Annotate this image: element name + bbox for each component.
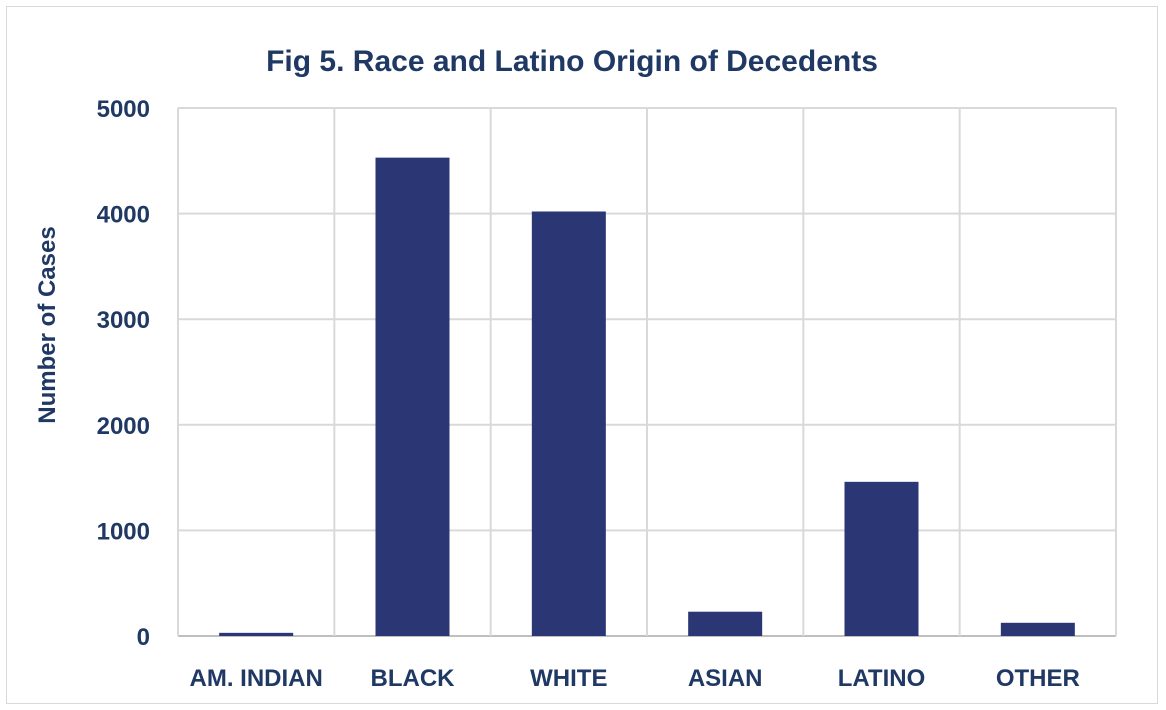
bar-other bbox=[1000, 622, 1075, 636]
x-tick-label: OTHER bbox=[996, 665, 1080, 692]
bar-white bbox=[531, 211, 606, 636]
x-tick-label: LATINO bbox=[838, 665, 926, 692]
y-tick-label: 2000 bbox=[97, 413, 150, 440]
y-tick-label: 5000 bbox=[97, 96, 150, 123]
bar-am-indian bbox=[219, 632, 294, 636]
bar-asian bbox=[688, 611, 763, 636]
x-tick-label: WHITE bbox=[530, 665, 607, 692]
grid-layer bbox=[177, 107, 1117, 637]
x-tick-label: AM. INDIAN bbox=[190, 665, 323, 692]
x-tick-label: ASIAN bbox=[688, 665, 763, 692]
chart-title: Fig 5. Race and Latino Origin of Deceden… bbox=[266, 45, 878, 78]
y-tick-label: 0 bbox=[137, 624, 150, 651]
y-tick-label: 4000 bbox=[97, 202, 150, 229]
y-tick-label: 1000 bbox=[97, 518, 150, 545]
y-tick-layer: 0 1000 2000 3000 4000 5000 bbox=[97, 96, 150, 651]
x-tick-label: BLACK bbox=[371, 665, 456, 692]
y-tick-label: 3000 bbox=[97, 307, 150, 334]
bar-layer bbox=[219, 157, 1075, 636]
y-axis-label: Number of Cases bbox=[34, 226, 61, 423]
x-tick-layer: AM. INDIAN BLACK WHITE ASIAN LATINO OTHER bbox=[190, 665, 1080, 692]
bar-latino bbox=[844, 481, 919, 636]
bar-black bbox=[375, 157, 450, 636]
